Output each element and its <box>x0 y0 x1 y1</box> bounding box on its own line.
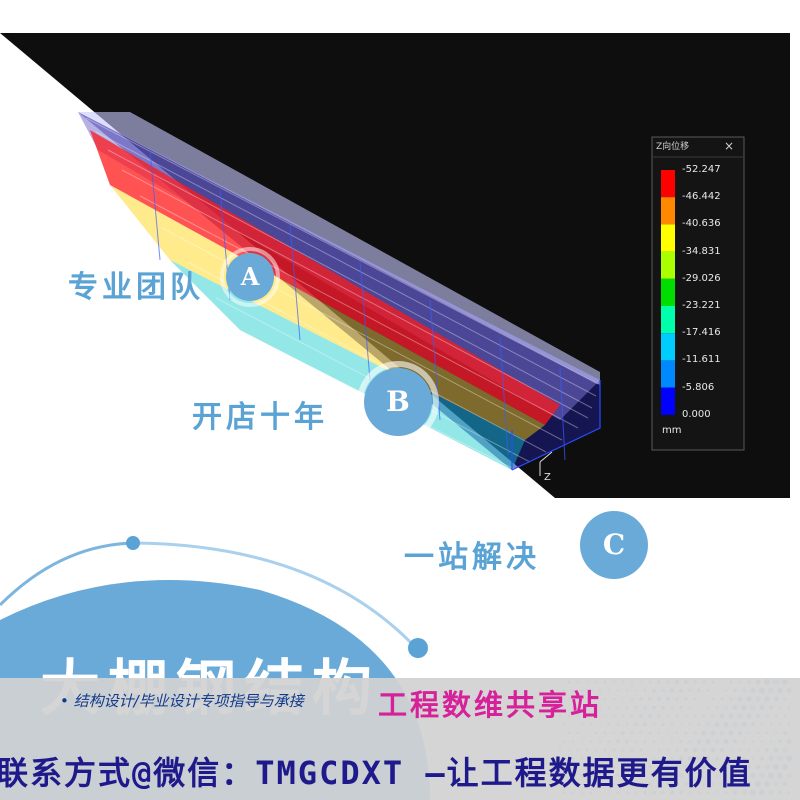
contact-banner <box>0 678 800 800</box>
legend-color-step <box>661 333 675 361</box>
axis-z-label: Z <box>544 472 551 483</box>
feature-label-b: 开店十年 <box>192 400 328 435</box>
legend-level-label: -46.442 <box>682 191 721 203</box>
decorative-arc <box>0 541 134 607</box>
legend-color-step <box>661 278 675 306</box>
badge-a: A <box>226 253 274 301</box>
legend-level-label: -17.416 <box>682 327 721 339</box>
legend-level-label: -52.247 <box>682 164 721 175</box>
legend-level-label: -29.026 <box>682 272 721 284</box>
legend-level-label: -40.636 <box>682 218 721 230</box>
legend-color-step <box>661 360 675 388</box>
service-line: • 结构设计/毕业设计专项指导与承接 <box>60 692 304 710</box>
close-icon[interactable]: × <box>724 139 735 153</box>
arc-dot <box>126 536 140 550</box>
badge-c: C <box>580 511 648 579</box>
legend-level-label: 0.000 <box>682 408 711 420</box>
legend-color-step <box>661 197 675 225</box>
legend-level-label: -5.806 <box>682 381 715 393</box>
legend-color-step <box>661 170 675 198</box>
legend-level-label: -11.611 <box>682 354 721 366</box>
feature-label-a: 专业团队 <box>68 270 204 305</box>
legend-title: Z向位移 <box>656 142 690 152</box>
legend-color-step <box>661 224 675 252</box>
legend-unit: mm <box>662 425 682 436</box>
legend-color-bar <box>661 170 675 415</box>
contact-line: 联系方式@微信：TMGCDXT —让工程数据更有价值 <box>0 754 753 792</box>
legend-level-label: -34.831 <box>682 245 721 257</box>
legend-color-step <box>661 251 675 279</box>
brand-name: 工程数维共享站 <box>378 688 603 722</box>
legend-level-label: -23.221 <box>682 300 721 311</box>
badge-b: B <box>364 368 432 436</box>
axis-triad <box>539 451 553 476</box>
arc-dot <box>408 638 428 658</box>
legend-color-step <box>661 306 675 334</box>
feature-label-c: 一站解决 <box>404 540 540 575</box>
greenhouse-mesh-model <box>78 112 601 471</box>
legend-color-step <box>661 387 675 415</box>
